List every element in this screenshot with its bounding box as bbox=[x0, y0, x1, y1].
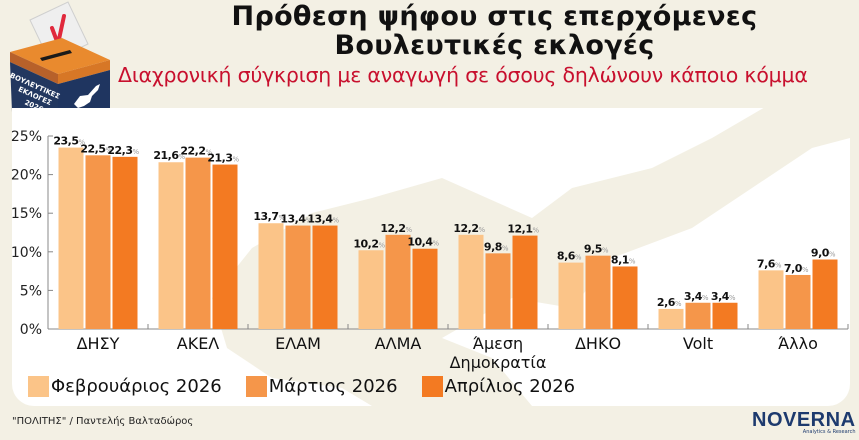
bar-value-label: 10,4% bbox=[407, 236, 439, 249]
x-category-label: ΔΗΚΟ bbox=[575, 334, 621, 353]
bar-value-label: 12,2% bbox=[380, 222, 412, 235]
bar bbox=[358, 250, 384, 329]
bar bbox=[585, 255, 611, 329]
bar bbox=[612, 266, 638, 329]
bar-value-label: 9,0% bbox=[811, 247, 836, 260]
ballot-box-illustration: ΒΟΥΛΕΥΤΙΚΕΣ ΕΚΛΟΓΕΣ 2026 bbox=[9, 1, 110, 130]
bar-value-label: 22,2% bbox=[180, 145, 212, 158]
source-credit: "ΠΟΛΙΤΗΣ" / Παντελής Βαλταδώρος bbox=[12, 416, 194, 427]
bar bbox=[58, 147, 84, 329]
bar-value-label: 7,0% bbox=[784, 262, 809, 275]
bar bbox=[212, 164, 238, 329]
legend-swatch-mar bbox=[245, 376, 267, 397]
bar-value-label: 2,6% bbox=[657, 296, 682, 309]
y-tick-label: 25% bbox=[11, 129, 42, 145]
y-tick-label: 10% bbox=[11, 245, 42, 261]
x-category-label: ΔΗΣΥ bbox=[77, 334, 120, 353]
bar-value-label: 21,6% bbox=[153, 149, 185, 162]
bar-value-label: 21,3% bbox=[207, 152, 239, 165]
bar bbox=[185, 157, 211, 329]
bar-value-label: 23,5% bbox=[53, 135, 85, 148]
bar bbox=[812, 259, 838, 329]
logo-sub-text: Analytics & Research bbox=[802, 429, 856, 435]
y-tick-label: 5% bbox=[20, 283, 42, 299]
bar-value-label: 8,1% bbox=[611, 253, 636, 266]
bar bbox=[558, 262, 584, 329]
bar bbox=[285, 225, 311, 329]
chart-subtitle: Διαχρονική σύγκριση με αναγωγή σε όσους … bbox=[118, 63, 808, 87]
bar bbox=[458, 234, 484, 329]
x-category-label: ΑΛΜΑ bbox=[375, 334, 422, 353]
bar-value-label: 13,4% bbox=[307, 213, 339, 226]
legend-item-feb: Φεβρουάριος 2026 bbox=[28, 376, 222, 397]
legend-swatch-apr bbox=[421, 376, 443, 397]
legend-item-apr: Απρίλιος 2026 bbox=[421, 376, 576, 397]
bar-value-label: 3,4% bbox=[711, 290, 736, 303]
bar-value-label: 22,5% bbox=[80, 142, 112, 155]
y-tick-label: 20% bbox=[11, 168, 42, 184]
bar bbox=[258, 223, 284, 329]
y-tick-label: 0% bbox=[20, 322, 42, 338]
y-tick-label: 15% bbox=[11, 206, 42, 222]
x-category-label: Volt bbox=[683, 334, 713, 353]
bar bbox=[712, 302, 738, 329]
noverna-logo: NOVERNA Analytics & Research bbox=[752, 410, 856, 435]
x-category-label: ΑΚΕΛ bbox=[177, 334, 220, 353]
x-category-label: Άλλο bbox=[778, 334, 818, 353]
x-category-label: Άμεση bbox=[473, 334, 523, 353]
bar bbox=[658, 308, 684, 329]
legend-label-apr: Απρίλιος 2026 bbox=[444, 376, 576, 397]
x-category-label: ΕΛΑΜ bbox=[275, 334, 321, 353]
bar-value-label: 9,8% bbox=[484, 240, 509, 253]
bar bbox=[312, 225, 338, 329]
legend-item-mar: Μάρτιος 2026 bbox=[245, 376, 398, 397]
bar bbox=[112, 156, 138, 329]
bar-value-label: 12,1% bbox=[507, 223, 539, 236]
bar bbox=[412, 248, 438, 329]
x-category-label: Δημοκρατία bbox=[450, 353, 547, 372]
chart-title-line-2: Βουλευτικές εκλογές bbox=[334, 30, 655, 61]
bar-value-label: 7,6% bbox=[757, 257, 782, 270]
bar bbox=[758, 270, 784, 329]
bar-value-label: 22,3% bbox=[107, 144, 139, 157]
chart-title: Πρόθεση ψήφου στις επερχόμενες Βουλευτικ… bbox=[130, 2, 859, 60]
bar-value-label: 8,6% bbox=[557, 250, 582, 263]
logo-main-text: NOVERNA bbox=[752, 409, 856, 431]
legend-label-mar: Μάρτιος 2026 bbox=[268, 376, 398, 397]
legend-swatch-feb bbox=[28, 376, 49, 397]
bar bbox=[85, 155, 111, 329]
bar-value-label: 10,2% bbox=[353, 237, 385, 250]
bar-value-label: 3,4% bbox=[684, 290, 709, 303]
chart-legend: Φεβρουάριος 2026 Μάρτιος 2026 Απρίλιος 2… bbox=[28, 376, 599, 397]
chart-title-line-1: Πρόθεση ψήφου στις επερχόμενες bbox=[231, 1, 758, 32]
bar bbox=[158, 162, 184, 329]
bar bbox=[512, 235, 538, 329]
bar bbox=[785, 274, 811, 329]
bar-value-label: 12,2% bbox=[453, 222, 485, 235]
bar-value-label: 9,5% bbox=[584, 243, 609, 256]
cyprus-map-icon bbox=[74, 84, 100, 108]
legend-label-feb: Φεβρουάριος 2026 bbox=[51, 376, 222, 397]
bar bbox=[385, 234, 411, 329]
bar bbox=[685, 302, 711, 329]
bar bbox=[485, 253, 511, 329]
bar-value-label: 13,4% bbox=[280, 213, 312, 226]
bar-value-label: 13,7% bbox=[253, 210, 285, 223]
